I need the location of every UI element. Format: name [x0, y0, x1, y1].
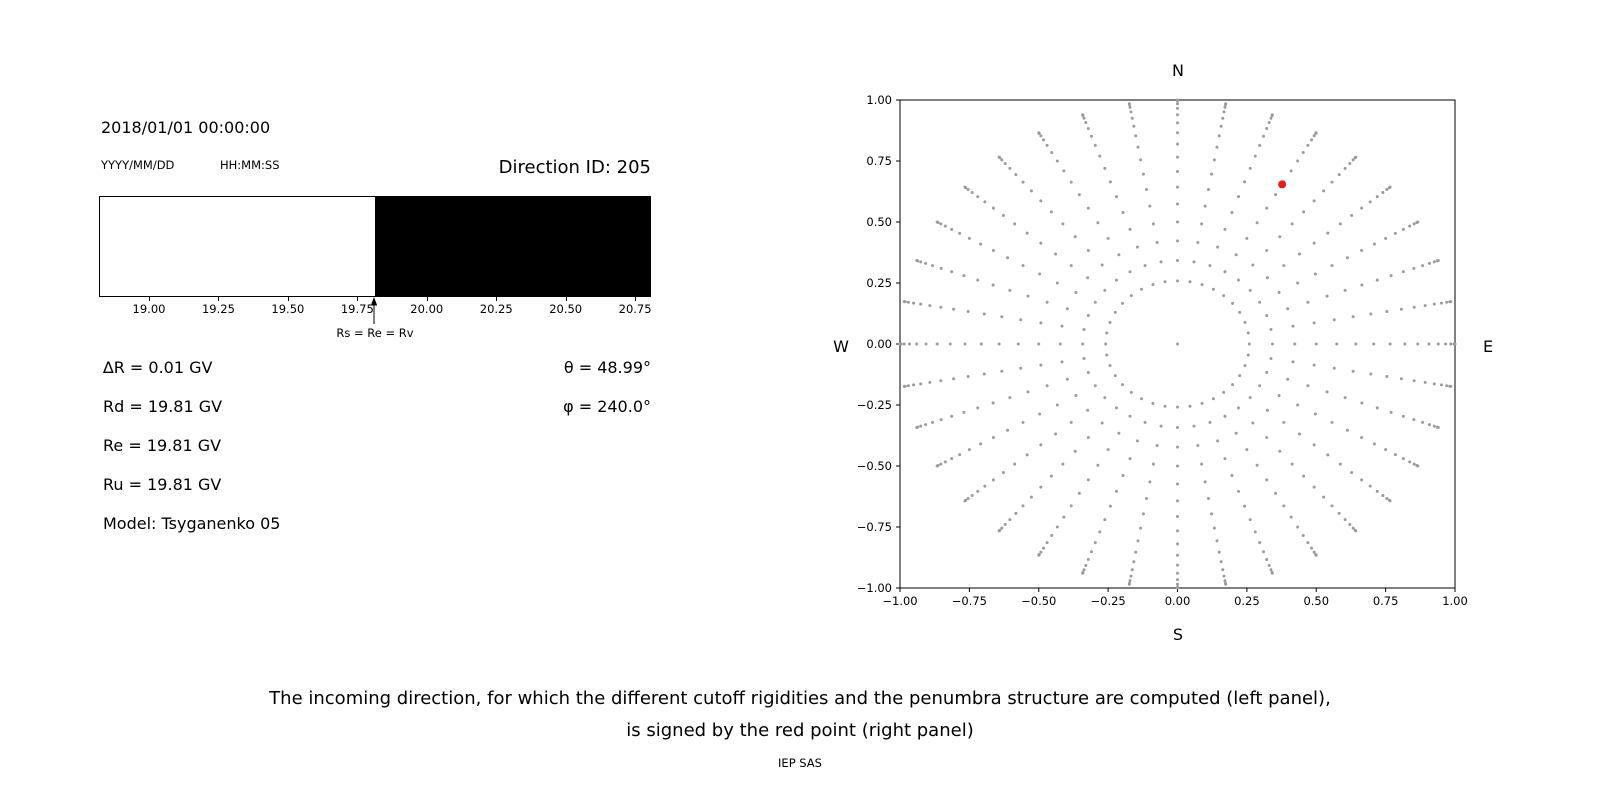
theta-label: θ = 48.99° — [563, 358, 651, 377]
svg-text:−0.50: −0.50 — [1021, 594, 1056, 608]
penumbra-x-ticks: 19.00 19.25 19.50 19.75 20.00 20.25 20.50 20.75 — [99, 297, 652, 323]
svg-text:0.00: 0.00 — [1165, 594, 1191, 608]
svg-text:0.50: 0.50 — [866, 215, 892, 229]
svg-text:−1.00: −1.00 — [882, 594, 917, 608]
info-line: Ru = 19.81 GV — [103, 475, 222, 494]
direction-map-chart: −1.00 −0.75 −0.50 −0.25 0.00 0.25 0.50 0.75 1.00… — [857, 93, 1468, 608]
caption-line-2: is signed by the red point (right panel) — [626, 720, 974, 741]
svg-text:−1.00: −1.00 — [857, 581, 892, 595]
tick-mark — [496, 297, 498, 301]
info-line: Re = 19.81 GV — [103, 436, 222, 455]
tick-mark — [635, 297, 637, 301]
tick-label: 19.00 — [132, 302, 166, 316]
svg-text:−0.25: −0.25 — [857, 398, 892, 412]
tick-mark — [426, 297, 428, 301]
compass-north-label: N — [1172, 61, 1184, 80]
tick-mark — [218, 297, 220, 301]
tick-mark — [287, 297, 289, 301]
rigidity-arrow-icon — [370, 297, 378, 324]
info-line: Model: Tsyganenko 05 — [103, 514, 281, 533]
info-line: ∆R = 0.01 GV — [103, 358, 213, 377]
tick-label: 20.25 — [479, 302, 513, 316]
arrow-label: Rs = Re = Rv — [336, 326, 414, 340]
svg-text:1.00: 1.00 — [1442, 594, 1468, 608]
svg-text:−0.75: −0.75 — [857, 520, 892, 534]
time-format-label: HH:MM:SS — [220, 158, 280, 172]
penumbra-chart: 19.00 19.25 19.50 19.75 20.00 20.25 20.50 20.75… — [99, 196, 652, 346]
caption-line-1: The incoming direction, for which the di… — [269, 688, 1331, 709]
direction-id-label: Direction ID: 205 — [498, 157, 651, 178]
compass-south-label: S — [1172, 625, 1184, 644]
svg-text:0.25: 0.25 — [1234, 594, 1260, 608]
tick-label: 20.75 — [618, 302, 652, 316]
info-line: Rd = 19.81 GV — [103, 397, 223, 416]
rigidity-info-block: ∆R = 0.01 GV Rd = 19.81 GV Re = 19.81 GV Ru… — [103, 358, 280, 553]
svg-text:0.25: 0.25 — [866, 276, 892, 290]
compass-west-label: W — [833, 337, 849, 356]
svg-text:−0.75: −0.75 — [952, 594, 987, 608]
phi-label: φ = 240.0° — [563, 397, 651, 416]
tick-mark — [149, 297, 150, 301]
svg-text:0.75: 0.75 — [1373, 594, 1399, 608]
credit-label: IEP SAS — [778, 756, 822, 770]
tick-label: 19.25 — [201, 302, 235, 316]
penumbra-forbidden-region — [375, 197, 650, 296]
date-format-label: YYYY/MM/DD — [101, 158, 175, 172]
tick-label: 19.50 — [271, 302, 305, 316]
tick-label: 20.50 — [549, 302, 583, 316]
svg-text:−0.25: −0.25 — [1091, 594, 1126, 608]
svg-text:0.75: 0.75 — [866, 154, 892, 168]
tick-label: 19.75 — [340, 302, 374, 316]
svg-text:−0.50: −0.50 — [857, 459, 892, 473]
datetime-label: 2018/01/01 00:00:00 — [101, 118, 271, 137]
compass-east-label: E — [1482, 337, 1494, 356]
penumbra-axes — [99, 196, 651, 297]
svg-text:1.00: 1.00 — [866, 93, 892, 107]
tick-mark — [565, 297, 567, 301]
svg-text:0.50: 0.50 — [1303, 594, 1329, 608]
svg-text:0.00: 0.00 — [866, 337, 892, 351]
tick-label: 20.00 — [410, 302, 444, 316]
tick-mark — [357, 297, 359, 301]
